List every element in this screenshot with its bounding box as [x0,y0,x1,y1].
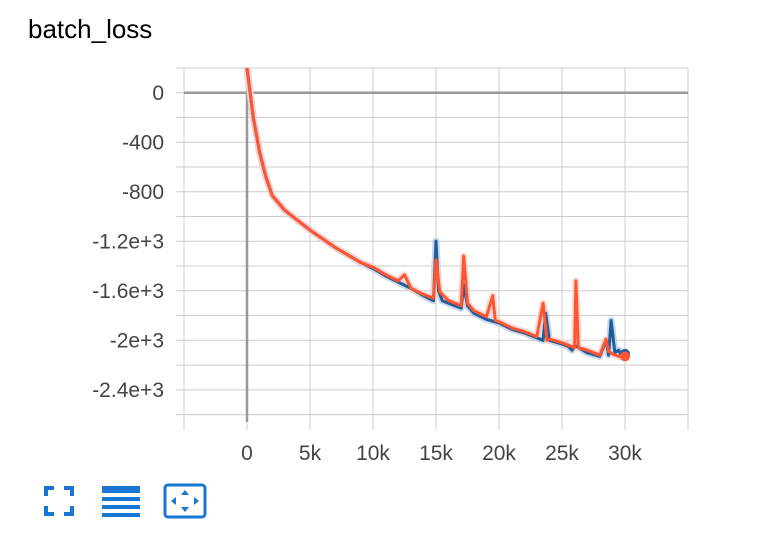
series-endpoint [620,351,630,362]
x-tick-label: 25k [545,442,579,465]
batch-loss-chart: 0 5k 10k 15k 20k 25k 30k 0 -400 -800 -1.2e+3 -1.6e+… [92,67,689,465]
fit-domain-button[interactable] [162,480,208,522]
fullscreen-button[interactable] [38,480,80,522]
x-tick-label: 5k [299,442,322,465]
y-tick-label: -1.2e+3 [92,230,164,253]
x-tick-label: 15k [419,442,453,465]
y-tick-label: -800 [122,181,164,204]
x-tick-label: 0 [241,442,253,465]
tick-labels: 0 5k 10k 15k 20k 25k 30k 0 -400 -800 -1.2e+3 -1.6e+… [92,82,642,465]
toggle-log-scale-icon [102,486,140,517]
x-tick-label: 10k [356,442,390,465]
smoothed-series [245,67,630,362]
x-tick-label: 20k [482,442,516,465]
series-line [245,67,625,358]
chart-toolbar [38,480,208,522]
fit-domain-icon [163,483,207,519]
fullscreen-icon [44,486,74,516]
y-tick-label: -1.6e+3 [92,280,164,303]
y-tick-label: -400 [122,131,164,154]
chart-title: batch_loss [28,14,153,44]
y-tick-label: 0 [152,82,164,105]
axes [184,68,688,422]
y-tick-label: -2e+3 [110,329,164,352]
y-tick-label: -2.4e+3 [92,379,164,402]
x-tick-label: 30k [608,442,642,465]
toggle-log-scale-button[interactable] [100,480,142,522]
